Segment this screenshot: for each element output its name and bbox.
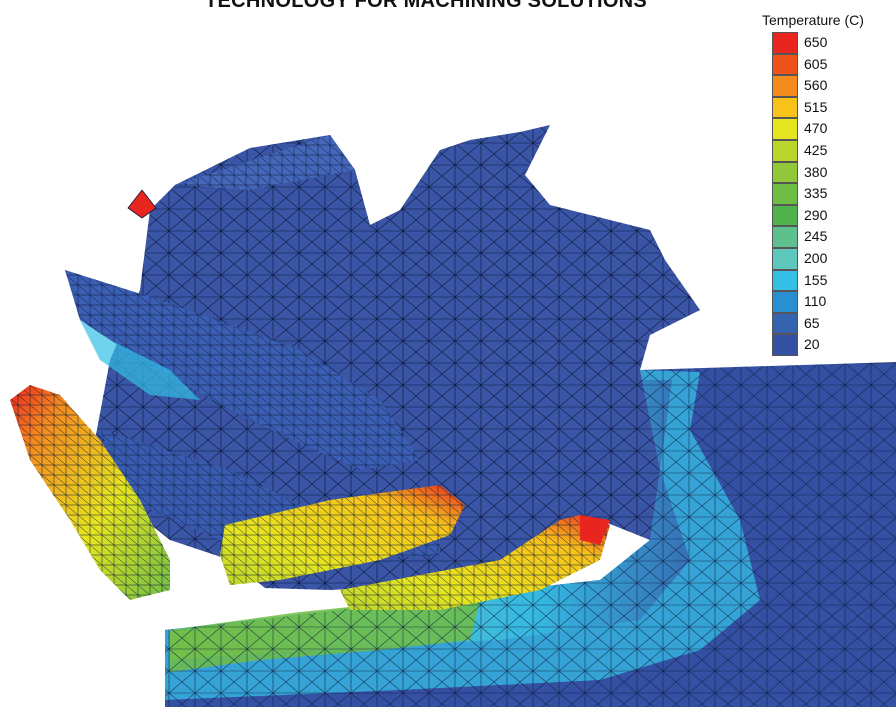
hot-chip-center (220, 485, 465, 585)
legend-label: 470 (804, 120, 828, 137)
legend-swatch (772, 32, 798, 54)
legend-swatch (772, 96, 798, 119)
legend-swatch (772, 248, 798, 270)
legend-label: 290 (804, 206, 828, 223)
hot-chip-right (340, 515, 610, 610)
small-hot-fragment (127, 189, 157, 219)
legend-label: 650 (804, 34, 828, 50)
legend-swatch (772, 53, 798, 76)
legend-title: Temperature (C) (762, 12, 864, 28)
legend-swatch (772, 334, 798, 356)
legend-swatch (772, 161, 798, 184)
legend-label: 560 (804, 77, 828, 94)
legend-swatch (772, 118, 798, 140)
legend-label: 380 (804, 163, 828, 180)
workpiece-block (165, 362, 896, 707)
legend-label: 20 (804, 336, 820, 353)
legend-label: 425 (804, 142, 828, 158)
legend-label: 200 (804, 250, 828, 266)
legend-label: 245 (804, 228, 828, 245)
legend-swatch (772, 226, 798, 248)
legend-swatch (772, 75, 798, 97)
temperature-legend: Temperature (C) 650 605 560 515 470 425 380 335… (760, 12, 896, 356)
legend-label: 515 (804, 98, 828, 115)
header-title: TECHNOLOGY FOR MACHINING SOLUTIONS (205, 0, 648, 12)
legend-swatch (772, 291, 798, 313)
legend-label: 65 (804, 314, 820, 331)
legend-swatch (772, 312, 798, 335)
legend-swatch (772, 183, 798, 205)
legend-swatch (772, 269, 798, 292)
legend-label: 335 (804, 185, 828, 202)
legend-label: 605 (804, 55, 828, 72)
legend-swatch (772, 140, 798, 162)
legend-label: 110 (804, 293, 827, 310)
legend-swatch (772, 204, 798, 227)
legend-label: 155 (804, 271, 828, 288)
hot-chip-left (10, 385, 170, 600)
